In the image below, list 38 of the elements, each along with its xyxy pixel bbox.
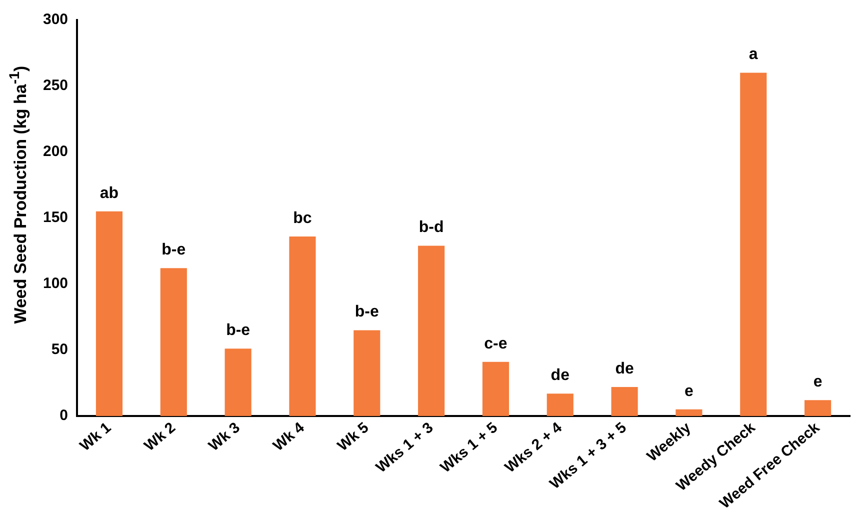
- data-label: e: [813, 374, 822, 391]
- data-label: de: [550, 366, 570, 384]
- bar: [546, 394, 574, 416]
- data-label: c-e: [484, 335, 508, 352]
- x-tick-label: Wk 3: [206, 419, 244, 455]
- x-tick-label: Wks 1 + 3: [372, 419, 437, 476]
- y-tick-label: 150: [42, 209, 68, 226]
- data-label: a: [748, 46, 758, 64]
- y-tick-label: 200: [42, 143, 68, 160]
- bar: [740, 72, 767, 416]
- y-tick-label: 50: [51, 341, 68, 358]
- y-tick-label: 0: [60, 407, 68, 424]
- data-label: b-d: [418, 219, 444, 236]
- x-tick-label: Wk 2: [141, 419, 179, 455]
- bar: [804, 400, 832, 416]
- x-tick-label: Wk 4: [270, 418, 308, 455]
- bar: [224, 348, 252, 416]
- bar: [96, 211, 123, 416]
- data-label: e: [684, 382, 694, 400]
- bar: [160, 268, 187, 416]
- bar: [354, 330, 380, 416]
- data-label: b-e: [226, 322, 250, 340]
- y-tick-label: 250: [42, 77, 68, 94]
- y-tick-label: 300: [42, 11, 68, 28]
- x-tick-label: Wks 1 + 5: [437, 419, 501, 476]
- y-tick-label: 100: [42, 275, 68, 292]
- data-label: de: [615, 360, 634, 378]
- bar: [482, 362, 510, 416]
- x-tick-label: Wk 1: [76, 419, 114, 455]
- bar: [611, 386, 638, 416]
- data-label: b-e: [162, 242, 186, 259]
- bar: [676, 409, 702, 416]
- data-label: ab: [100, 184, 119, 202]
- bar: [418, 246, 445, 416]
- bar: [289, 236, 316, 416]
- x-tick-label: Wk 5: [334, 419, 372, 455]
- data-label: bc: [293, 210, 312, 227]
- data-label: b-e: [354, 304, 379, 321]
